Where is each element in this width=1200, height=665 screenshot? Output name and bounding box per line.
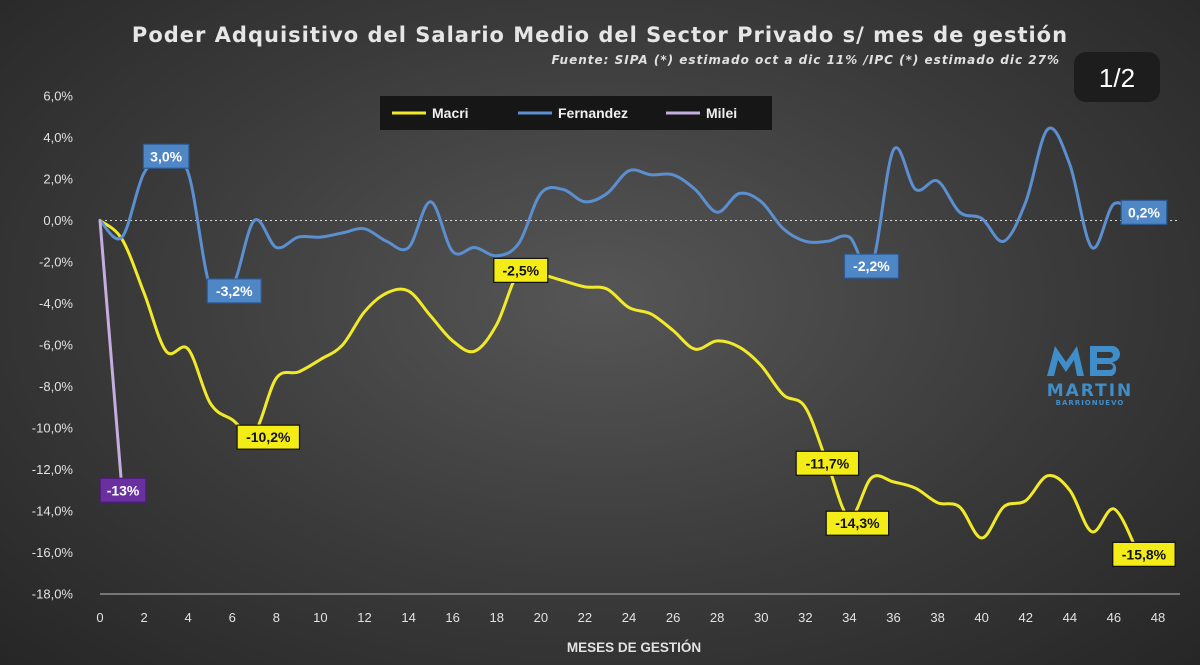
page-indicator: 1/2 <box>1074 52 1160 102</box>
y-axis: 6,0% 4,0% 2,0% 0,0% -2,0% -4,0% -6,0% -8,0% -10,… <box>32 89 74 602</box>
x-tick-label: 16 <box>445 610 459 625</box>
x-tick-label: 0 <box>96 610 103 625</box>
data-label-box <box>236 424 301 450</box>
data-label-box <box>99 477 147 503</box>
data-label-text: -11,7% <box>806 455 850 471</box>
data-label-macri: -14,3% <box>825 510 890 536</box>
x-axis: 0 2 4 6 8 10 12 14 16 18 20 22 24 26 28 30 32 34 36 38 40 42 4… <box>96 610 1165 625</box>
chart-title: Poder Adquisitivo del Salario Medio del … <box>132 23 1068 47</box>
data-label-fernandez: -2,2% <box>843 253 900 279</box>
series-layer <box>98 126 1138 550</box>
x-tick-label: 4 <box>185 610 192 625</box>
data-label-box <box>825 510 890 536</box>
x-tick-label: 40 <box>974 610 988 625</box>
x-tick-label: 48 <box>1151 610 1165 625</box>
legend-box <box>380 96 772 130</box>
logo-name: MARTIN <box>1047 381 1134 401</box>
y-tick-label: -2,0% <box>39 255 73 270</box>
x-tick-label: 12 <box>357 610 371 625</box>
data-label-text: -13% <box>107 482 140 498</box>
y-tick-label: -10,0% <box>32 421 74 436</box>
data-label-text: -2,2% <box>853 258 890 274</box>
data-label-text: -14,3% <box>835 515 880 531</box>
x-tick-label: 6 <box>229 610 236 625</box>
data-label-box <box>142 143 190 169</box>
x-axis-title: MESES DE GESTIÓN <box>567 640 701 655</box>
data-label-text: 0,2% <box>1128 204 1160 220</box>
y-tick-label: -18,0% <box>32 587 74 602</box>
x-tick-label: 22 <box>578 610 592 625</box>
page-indicator-text: 1/2 <box>1099 63 1135 93</box>
x-tick-label: 8 <box>273 610 280 625</box>
series-line-fernandez <box>98 126 1138 300</box>
x-tick-label: 18 <box>490 610 504 625</box>
x-tick-label: 46 <box>1107 610 1121 625</box>
x-tick-label: 24 <box>622 610 636 625</box>
data-label-fernandez: 3,0% <box>142 143 190 169</box>
data-label-text: -3,2% <box>216 283 253 299</box>
x-tick-label: 42 <box>1019 610 1033 625</box>
x-tick-label: 26 <box>666 610 680 625</box>
y-tick-label: 4,0% <box>43 130 73 145</box>
x-tick-label: 44 <box>1063 610 1077 625</box>
data-label-text: -15,8% <box>1122 546 1167 562</box>
y-tick-label: -14,0% <box>32 504 74 519</box>
data-label-box <box>493 257 549 283</box>
x-tick-label: 28 <box>710 610 724 625</box>
y-tick-label: -12,0% <box>32 462 74 477</box>
mb-logo-mark-icon <box>1047 346 1120 376</box>
data-label-milei: -13% <box>99 477 147 503</box>
y-tick-label: -6,0% <box>39 338 73 353</box>
data-labels-layer: -10,2% -2,5% -11,7% -14,3% -15,8% 3,0% -3,2% -2… <box>99 143 1176 567</box>
data-label-text: -2,5% <box>503 262 540 278</box>
chart-subtitle: Fuente: SIPA (*) estimado oct a dic 11% … <box>551 53 1060 67</box>
data-label-box <box>843 253 900 279</box>
logo-surname: BARRIONUEVO <box>1056 399 1125 407</box>
legend: Macri Fernandez Milei <box>380 96 772 130</box>
x-tick-label: 2 <box>140 610 147 625</box>
x-tick-label: 34 <box>842 610 856 625</box>
data-label-text: -10,2% <box>246 429 291 445</box>
x-tick-label: 10 <box>313 610 327 625</box>
legend-label-macri: Macri <box>432 105 469 121</box>
series-line-milei <box>98 219 124 492</box>
data-label-fernandez: -3,2% <box>206 278 262 304</box>
x-tick-label: 30 <box>754 610 768 625</box>
data-label-box <box>1120 199 1168 225</box>
y-tick-label: 6,0% <box>43 89 73 104</box>
x-tick-label: 14 <box>401 610 415 625</box>
data-label-text: 3,0% <box>150 148 182 164</box>
data-label-macri: -2,5% <box>493 257 549 283</box>
y-tick-label: -8,0% <box>39 379 73 394</box>
author-logo: MARTIN BARRIONUEVO <box>1047 346 1134 407</box>
legend-label-fernandez: Fernandez <box>558 105 628 121</box>
x-tick-label: 32 <box>798 610 812 625</box>
y-tick-label: -16,0% <box>32 545 74 560</box>
data-label-box <box>1112 541 1176 567</box>
x-tick-label: 20 <box>534 610 548 625</box>
x-tick-label: 36 <box>886 610 900 625</box>
series-line-macri <box>98 219 1138 550</box>
data-label-macri: -11,7% <box>795 450 860 476</box>
data-label-box <box>795 450 860 476</box>
data-label-box <box>206 278 262 304</box>
data-label-macri: -15,8% <box>1112 541 1176 567</box>
x-tick-label: 38 <box>930 610 944 625</box>
legend-label-milei: Milei <box>706 105 737 121</box>
y-tick-label: 2,0% <box>43 172 73 187</box>
y-tick-label: 0,0% <box>43 213 73 228</box>
data-label-fernandez: 0,2% <box>1120 199 1168 225</box>
data-label-macri: -10,2% <box>236 424 301 450</box>
y-tick-label: -4,0% <box>39 296 73 311</box>
